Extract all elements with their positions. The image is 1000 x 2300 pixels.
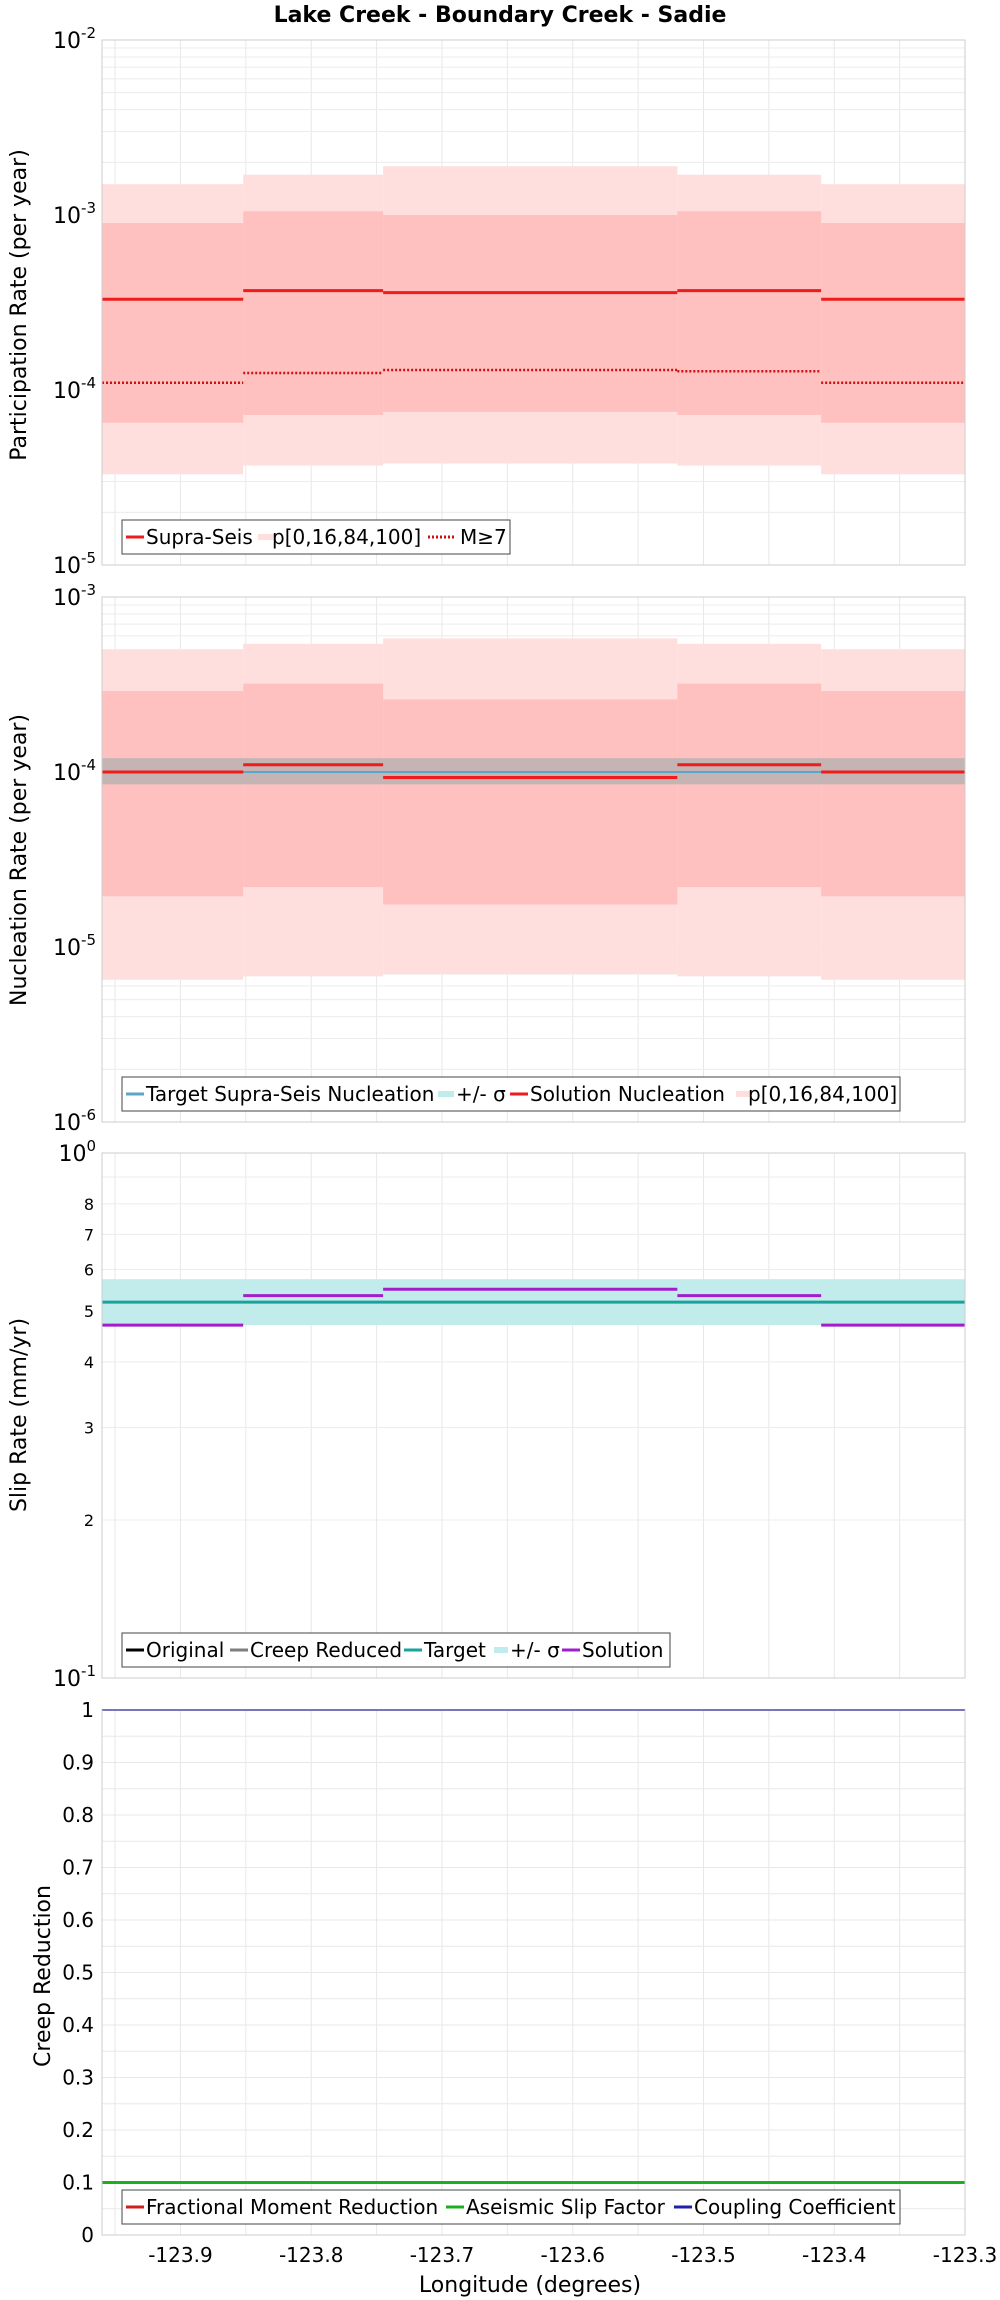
creep-y-tick-label: 0.6 <box>62 1908 94 1932</box>
nucleation-y-tick-label: 10-3 <box>53 581 96 611</box>
nucleation-rate-panel: 10-3 10-4 10-5 10-6 Nucleation Rate (per ye… <box>7 581 966 1136</box>
slip-y-minor-tick-label: 4 <box>84 1353 94 1372</box>
p16-p84-band-segment <box>383 215 678 412</box>
creep-y-tick-label: 0.5 <box>62 1961 94 1985</box>
creep-legend: Fractional Moment Reduction Aseismic Sli… <box>121 2189 901 2225</box>
participation-legend: Supra-Seis p[0,16,84,100] M≥7 <box>121 519 511 555</box>
nucleation-y-tick-label: 10-4 <box>53 756 96 786</box>
slip-y-major-tick-label: 100 <box>58 1137 96 1167</box>
legend-cc-label: Coupling Coefficient <box>694 2195 896 2219</box>
participation-rate-panel: 10-2 10-3 10-4 10-5 Participation Rate (per… <box>7 24 966 579</box>
slip-y-minor-tick-label: 6 <box>84 1260 94 1279</box>
participation-plot-area: 10-2 10-3 10-4 10-5 <box>53 24 966 579</box>
creep-y-tick-label: 0.9 <box>62 1751 94 1775</box>
participation-ylabel: Participation Rate (per year) <box>7 149 32 461</box>
p16-p84-band-segment <box>677 683 822 888</box>
participation-y-tick-label: 10-3 <box>53 199 96 229</box>
creep-y-tick-label: 0.7 <box>62 1856 94 1880</box>
creep-y-tick-label: 0.8 <box>62 1803 94 1827</box>
nucleation-ylabel: Nucleation Rate (per year) <box>7 714 32 1006</box>
legend-slip-solution-label: Solution <box>582 1638 663 1662</box>
plot-frame <box>101 39 966 566</box>
slip-rate-legend: Original Creep Reduced Target +/- σ Solu… <box>121 1632 671 1668</box>
x-tick-label: -123.9 <box>148 2243 212 2267</box>
p16-p84-band-segment <box>243 683 384 888</box>
slip-y-major-tick-label: 10-1 <box>53 1662 96 1692</box>
creep-legend-box <box>121 2189 901 2225</box>
nucleation-plot-area: 10-3 10-4 10-5 10-6 <box>53 581 966 1136</box>
creep-y-tick-label: 0.1 <box>62 2171 94 2195</box>
plot-frame <box>101 596 966 1123</box>
nucleation-y-tick-label: 10-5 <box>53 931 96 961</box>
slip-y-minor-tick-label: 5 <box>84 1302 94 1321</box>
x-tick-label: -123.5 <box>671 2243 735 2267</box>
creep-y-tick-label: 0.4 <box>62 2013 94 2037</box>
p16-p84-band-segment <box>821 223 965 423</box>
slip-y-minor-tick-label: 8 <box>84 1195 94 1214</box>
p16-p84-band-segment <box>821 691 965 897</box>
creep-y-tick-label: 0.2 <box>62 2118 94 2142</box>
nucleation-y-tick-label: 10-6 <box>53 1106 96 1136</box>
p16-p84-band-segment <box>102 691 244 897</box>
creep-y-tick-label: 0 <box>81 2223 94 2247</box>
creep-y-tick-label: 1 <box>81 1698 94 1722</box>
slip-rate-panel: 100 10-1 8 7 6 5 4 3 2 Slip Rate (mm/yr) Origina… <box>7 1137 966 1692</box>
legend-slip-target-label: Target <box>423 1638 486 1662</box>
legend-creep-reduced-label: Creep Reduced <box>250 1638 402 1662</box>
slip-rate-plot-area: 100 10-1 8 7 6 5 4 3 2 <box>53 1137 966 1692</box>
p16-p84-band-segment <box>383 699 678 905</box>
p16-p84-band-segment <box>243 211 384 415</box>
x-tick-label: -123.7 <box>410 2243 474 2267</box>
participation-y-tick-label: 10-4 <box>53 374 96 404</box>
legend-slip-sigma-swatch <box>494 1647 508 1653</box>
legend-percentile-label: p[0,16,84,100] <box>272 525 421 549</box>
nucleation-legend: Target Supra-Seis Nucleation +/- σ Solut… <box>121 1076 901 1112</box>
x-tick-label: -123.6 <box>540 2243 604 2267</box>
plot-frame <box>101 1709 966 2236</box>
legend-percentile-swatch <box>258 534 276 540</box>
legend-sigma-swatch <box>438 1091 454 1097</box>
x-tick-label: -123.3 <box>933 2243 997 2267</box>
legend-fmr-label: Fractional Moment Reduction <box>146 2195 438 2219</box>
slip-rate-ylabel: Slip Rate (mm/yr) <box>7 1318 32 1512</box>
x-tick-label: -123.8 <box>279 2243 343 2267</box>
slip-y-minor-tick-label: 2 <box>84 1511 94 1530</box>
participation-y-tick-label: 10-5 <box>53 549 96 579</box>
legend-supra-seis-label: Supra-Seis <box>146 525 253 549</box>
slip-y-minor-tick-label: 3 <box>84 1419 94 1438</box>
participation-y-tick-label: 10-2 <box>53 24 96 54</box>
legend-m7-label: M≥7 <box>460 525 507 549</box>
legend-asf-label: Aseismic Slip Factor <box>466 2195 666 2219</box>
x-tick-label: -123.4 <box>802 2243 866 2267</box>
legend-target-label: Target Supra-Seis Nucleation <box>145 1082 434 1106</box>
x-tick-labels: -123.9 -123.8 -123.7 -123.6 -123.5 -123.4 -123… <box>148 2243 997 2267</box>
slip-y-minor-tick-label: 7 <box>84 1225 94 1244</box>
plot-frame <box>101 1152 966 1679</box>
creep-reduction-plot-area: 1 0.9 0.8 0.7 0.6 0.5 0.4 0.3 0.2 0.1 0 <box>62 1698 966 2247</box>
x-axis-label: Longitude (degrees) <box>419 2273 641 2298</box>
legend-sigma-label: +/- σ <box>456 1082 506 1106</box>
legend-solution-label: Solution Nucleation <box>530 1082 725 1106</box>
legend-percentile2-label: p[0,16,84,100] <box>748 1082 897 1106</box>
chart-title: Lake Creek - Boundary Creek - Sadie <box>274 3 727 28</box>
legend-slip-sigma-label: +/- σ <box>510 1638 560 1662</box>
creep-y-tick-label: 0.3 <box>62 2066 94 2090</box>
legend-percentile2-swatch <box>736 1091 750 1097</box>
creep-reduction-panel: 1 0.9 0.8 0.7 0.6 0.5 0.4 0.3 0.2 0.1 0 Creep Redu… <box>31 1698 966 2247</box>
p16-p84-band-segment <box>102 223 244 423</box>
p16-p84-band-segment <box>677 211 822 415</box>
creep-reduction-ylabel: Creep Reduction <box>31 1885 56 2067</box>
legend-original-label: Original <box>146 1638 224 1662</box>
